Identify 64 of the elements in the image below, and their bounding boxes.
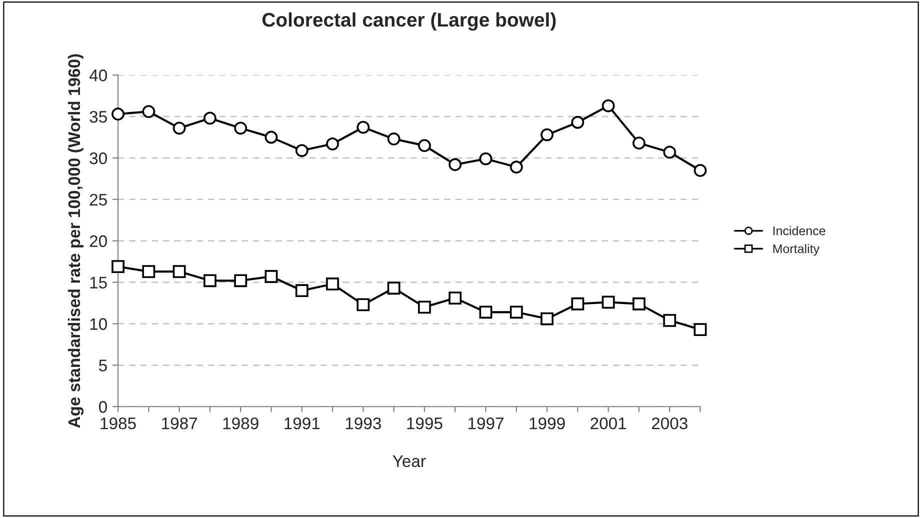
x-tick-label: 1993	[346, 417, 381, 430]
point	[142, 105, 156, 118]
x-tick-label: 1995	[407, 417, 442, 430]
point	[234, 274, 248, 288]
point	[602, 99, 615, 112]
point	[264, 130, 278, 144]
legend-label: Incidence	[773, 226, 826, 236]
point	[203, 274, 216, 288]
point	[234, 122, 248, 135]
point	[694, 164, 707, 177]
y-tick-label: 25	[90, 194, 107, 206]
point	[112, 108, 124, 121]
point	[448, 292, 462, 305]
x-tick-label: 1987	[162, 417, 198, 430]
y-tick-label: 5	[99, 360, 107, 372]
legend-label: Mortality	[773, 244, 820, 256]
point	[540, 312, 554, 326]
x-tick-label: 1991	[284, 417, 320, 430]
x-tick-label: 2001	[590, 417, 626, 430]
point	[142, 265, 156, 278]
point	[112, 260, 124, 274]
point	[172, 265, 186, 278]
point	[540, 128, 554, 142]
point	[387, 282, 400, 295]
y-tick-label: 15	[90, 276, 107, 289]
point	[172, 122, 186, 135]
y-tick-label: 0	[98, 401, 107, 413]
point	[387, 132, 400, 146]
point	[479, 306, 492, 319]
x-tick-label: 1999	[530, 417, 565, 430]
y-axis-title: Age standardised rate per 100,000 (World 1960)	[68, 54, 84, 428]
point	[295, 284, 308, 298]
point	[694, 323, 707, 336]
y-tick-label: 10	[90, 318, 107, 330]
point	[295, 144, 308, 157]
point	[663, 146, 676, 159]
point	[602, 296, 615, 309]
point	[326, 137, 339, 150]
point	[356, 298, 370, 312]
point	[356, 120, 370, 134]
point	[510, 160, 523, 174]
point	[663, 314, 676, 327]
point	[571, 297, 584, 310]
y-tick-label: 40	[89, 70, 107, 82]
y-tick-label: 30	[90, 152, 107, 164]
point	[418, 139, 431, 152]
point	[571, 116, 584, 129]
point	[632, 297, 646, 310]
point	[326, 278, 339, 290]
x-tick-label: 1989	[223, 417, 258, 430]
x-tick-label: 1997	[468, 417, 504, 430]
chart-title: Colorectal cancer (Large bowel)	[262, 12, 556, 31]
x-tick-label: 1985	[100, 417, 136, 430]
y-tick-label: 20	[90, 235, 107, 248]
point	[632, 136, 646, 150]
point	[510, 306, 523, 319]
point	[448, 158, 462, 172]
x-axis-title: Year	[392, 455, 426, 468]
point	[479, 152, 492, 166]
point	[418, 300, 431, 314]
y-tick-label: 35	[90, 110, 107, 123]
point	[203, 112, 216, 125]
x-tick-label: 2003	[652, 417, 688, 430]
point	[264, 270, 278, 283]
